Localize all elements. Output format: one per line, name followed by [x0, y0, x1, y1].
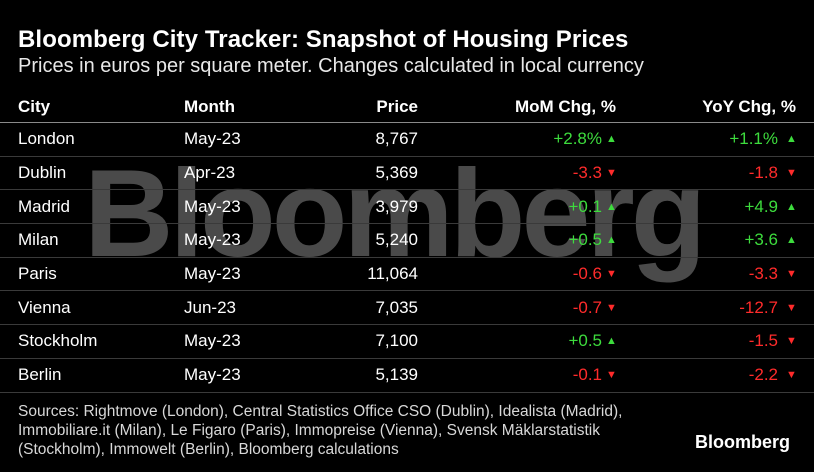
mom-change-cell: +0.5	[568, 331, 602, 351]
down-arrow-icon: ▼	[606, 167, 617, 180]
sources-note: Sources: Rightmove (London), Central Sta…	[18, 403, 623, 458]
bloomberg-watermark: Bloomberg	[84, 145, 706, 283]
table-row: Madrid May-23 3,979 +0.1 ▲ +4.9 ▲	[0, 190, 814, 225]
chart-subtitle: Prices in euros per square meter. Change…	[18, 55, 644, 77]
city-cell: Madrid	[18, 196, 70, 216]
down-arrow-icon: ▼	[786, 268, 797, 281]
down-arrow-icon: ▼	[786, 301, 797, 314]
down-arrow-icon: ▼	[786, 369, 797, 382]
down-arrow-icon: ▼	[606, 301, 617, 314]
month-cell: May-23	[184, 129, 241, 149]
city-cell: Stockholm	[18, 331, 98, 351]
table-row: Vienna Jun-23 7,035 -0.7 ▼ -12.7 ▼	[0, 291, 814, 326]
city-cell: Berlin	[18, 365, 62, 385]
chart-title: Bloomberg City Tracker: Snapshot of Hous…	[18, 26, 629, 53]
down-arrow-icon: ▼	[606, 369, 617, 382]
housing-price-table: City Month Price MoM Chg, % YoY Chg, % L…	[0, 91, 814, 393]
mom-change-cell: -3.3	[572, 163, 602, 183]
up-arrow-icon: ▲	[606, 335, 617, 348]
month-cell: May-23	[184, 365, 241, 385]
table-row: Berlin May-23 5,139 -0.1 ▼ -2.2 ▼	[0, 359, 814, 393]
yoy-change-cell: +1.1%	[729, 129, 778, 149]
mom-change-cell: +0.5	[568, 230, 602, 250]
table-row: Milan May-23 5,240 +0.5 ▲ +3.6 ▲	[0, 224, 814, 258]
month-cell: May-23	[184, 230, 241, 250]
yoy-change-cell: -3.3	[748, 264, 778, 284]
column-header-price: Price	[376, 96, 418, 116]
yoy-change-cell: -2.2	[748, 365, 778, 385]
up-arrow-icon: ▲	[606, 234, 617, 247]
price-cell: 7,100	[375, 331, 418, 351]
table-row: Paris May-23 11,064 -0.6 ▼ -3.3 ▼	[0, 258, 814, 292]
mom-change-cell: -0.7	[572, 297, 602, 317]
month-cell: May-23	[184, 264, 241, 284]
up-arrow-icon: ▲	[786, 133, 797, 146]
yoy-change-cell: +4.9	[744, 196, 778, 216]
month-cell: Apr-23	[184, 163, 236, 183]
mom-change-cell: -0.1	[572, 365, 602, 385]
price-cell: 8,767	[375, 129, 418, 149]
price-cell: 5,139	[375, 365, 418, 385]
mom-change-cell: +0.1	[568, 196, 602, 216]
table-header-row: City Month Price MoM Chg, % YoY Chg, %	[0, 91, 814, 123]
price-cell: 5,369	[375, 163, 418, 183]
bloomberg-logo: Bloomberg	[694, 432, 790, 452]
table-row: Dublin Apr-23 5,369 -3.3 ▼ -1.8 ▼	[0, 157, 814, 191]
mom-change-cell: -0.6	[572, 264, 602, 284]
table-body: London May-23 8,767 +2.8% ▲ +1.1% ▲ Dublin Apr-2…	[0, 123, 814, 393]
table-row: Stockholm May-23 7,100 +0.5 ▲ -1.5 ▼	[0, 325, 814, 359]
price-cell: 5,240	[375, 230, 418, 250]
city-cell: Paris	[18, 264, 57, 284]
up-arrow-icon: ▲	[606, 133, 617, 146]
column-header-mom-change: MoM Chg, %	[514, 96, 616, 116]
yoy-change-cell: -1.8	[748, 163, 778, 183]
column-header-city: City	[18, 96, 51, 116]
yoy-change-cell: -12.7	[739, 297, 778, 317]
mom-change-cell: +2.8%	[553, 129, 602, 149]
month-cell: May-23	[184, 196, 241, 216]
city-cell: Vienna	[18, 297, 71, 317]
yoy-change-cell: -1.5	[748, 331, 778, 351]
yoy-change-cell: +3.6	[744, 230, 778, 250]
month-cell: May-23	[184, 331, 241, 351]
column-header-yoy-change: YoY Chg, %	[702, 96, 796, 116]
city-cell: London	[18, 129, 75, 149]
down-arrow-icon: ▼	[786, 167, 797, 180]
table-row: London May-23 8,767 +2.8% ▲ +1.1% ▲	[0, 123, 814, 157]
price-cell: 3,979	[375, 196, 418, 216]
up-arrow-icon: ▲	[606, 200, 617, 213]
up-arrow-icon: ▲	[786, 234, 797, 247]
city-cell: Dublin	[18, 163, 67, 183]
down-arrow-icon: ▼	[606, 268, 617, 281]
price-cell: 7,035	[375, 297, 418, 317]
up-arrow-icon: ▲	[786, 200, 797, 213]
column-header-month: Month	[184, 96, 235, 116]
city-cell: Milan	[18, 230, 59, 250]
price-cell: 11,064	[367, 264, 418, 284]
month-cell: Jun-23	[184, 297, 236, 317]
down-arrow-icon: ▼	[786, 335, 797, 348]
